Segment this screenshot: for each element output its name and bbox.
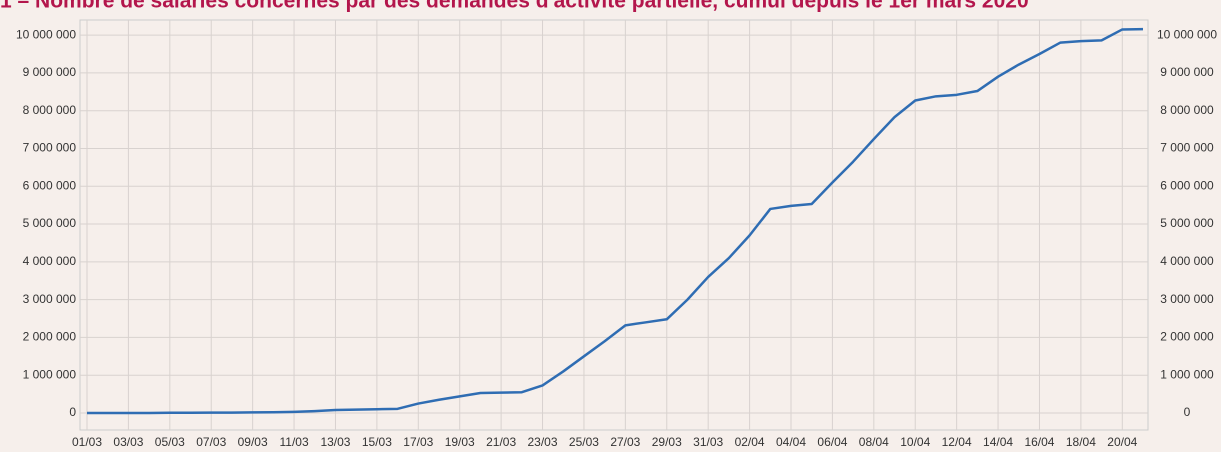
- x-tick-label: 27/03: [610, 435, 640, 449]
- x-tick-label: 08/04: [859, 435, 889, 449]
- line: [87, 27, 1144, 415]
- x-tick-label: 12/04: [942, 435, 972, 449]
- x-tick-label: 25/03: [569, 435, 599, 449]
- y-tick-label: 10 000 000: [16, 27, 76, 41]
- chart-title: 1 – Nombre de salariés concernés par des…: [0, 0, 1029, 13]
- x-tick-label: 13/03: [320, 435, 350, 449]
- x-tick-label: 03/03: [113, 435, 143, 449]
- y-tick-label: 2 000 000: [23, 330, 77, 344]
- y-tick-label: 8 000 000: [23, 103, 77, 117]
- x-tick-label: 20/04: [1107, 435, 1137, 449]
- x-tick-label: 23/03: [528, 435, 558, 449]
- y-tick-label: 6 000 000: [23, 178, 77, 192]
- x-tick-label: 14/04: [983, 435, 1013, 449]
- y2-tick-label: 8 000 000: [1160, 103, 1214, 117]
- y2-tick-label: 4 000 000: [1160, 254, 1214, 268]
- plot-area: [79, 19, 1149, 431]
- x-tick-label: 16/04: [1024, 435, 1054, 449]
- y-tick-label: 3 000 000: [23, 292, 77, 306]
- x-tick-label: 11/03: [279, 435, 308, 449]
- y2-tick-label: 0: [1184, 405, 1191, 419]
- y-tick-label: 9 000 000: [23, 65, 77, 79]
- y-tick-label: 1 000 000: [23, 367, 77, 381]
- y-tick-label: 0: [69, 405, 76, 419]
- y2-tick-label: 1 000 000: [1160, 367, 1214, 381]
- y2-tick-label: 2 000 000: [1160, 330, 1214, 344]
- x-tick-label: 29/03: [652, 435, 682, 449]
- x-tick-label: 31/03: [693, 435, 723, 449]
- x-tick-label: 06/04: [817, 435, 847, 449]
- y-tick-label: 5 000 000: [23, 216, 77, 230]
- y2-tick-label: 5 000 000: [1160, 216, 1214, 230]
- x-tick-label: 17/03: [403, 435, 433, 449]
- x-tick-label: 01/03: [72, 435, 102, 449]
- x-tick-label: 07/03: [196, 435, 226, 449]
- x-tick-label: 09/03: [238, 435, 268, 449]
- y-tick-label: 7 000 000: [23, 141, 77, 155]
- x-tick-label: 21/03: [486, 435, 516, 449]
- x-tick-label: 18/04: [1066, 435, 1096, 449]
- x-tick-label: 04/04: [776, 435, 806, 449]
- y2-tick-label: 3 000 000: [1160, 292, 1214, 306]
- y2-tick-label: 10 000 000: [1157, 27, 1217, 41]
- y2-tick-label: 9 000 000: [1160, 65, 1214, 79]
- y2-tick-label: 6 000 000: [1160, 178, 1214, 192]
- x-tick-label: 10/04: [900, 435, 930, 449]
- x-tick-label: 15/03: [362, 435, 392, 449]
- x-tick-label: 02/04: [735, 435, 765, 449]
- x-tick-label: 19/03: [445, 435, 475, 449]
- x-tick-label: 05/03: [155, 435, 185, 449]
- y2-tick-label: 7 000 000: [1160, 141, 1214, 155]
- y-tick-label: 4 000 000: [23, 254, 77, 268]
